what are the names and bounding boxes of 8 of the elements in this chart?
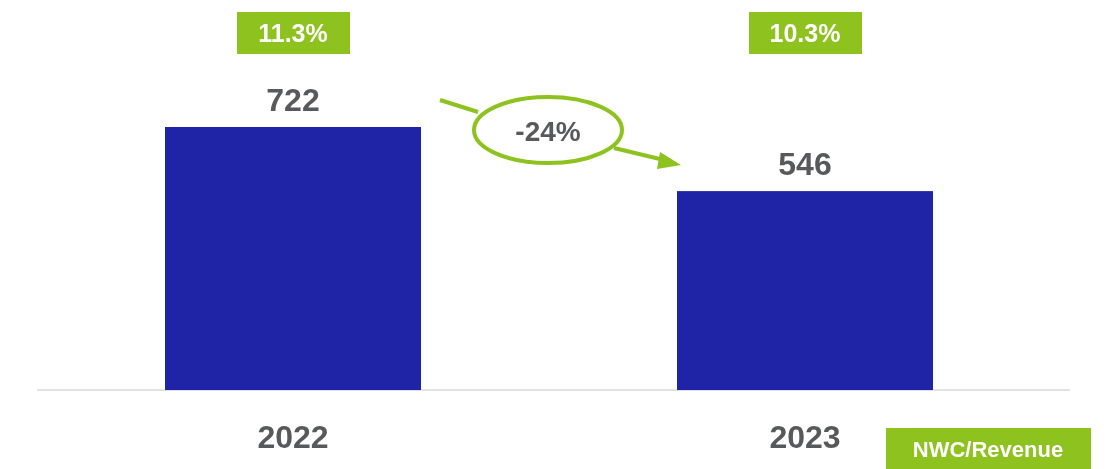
x-tick-label: 2023 — [769, 419, 841, 455]
text: 10.3% — [769, 19, 841, 47]
text: 11.3% — [258, 19, 328, 47]
data-label: 546 — [778, 146, 832, 183]
x-tick-label: 2022 — [257, 419, 329, 455]
text: NWC/Revenue — [912, 437, 1064, 462]
data-label: 722 — [266, 82, 320, 118]
annotation: -24% — [515, 116, 581, 147]
